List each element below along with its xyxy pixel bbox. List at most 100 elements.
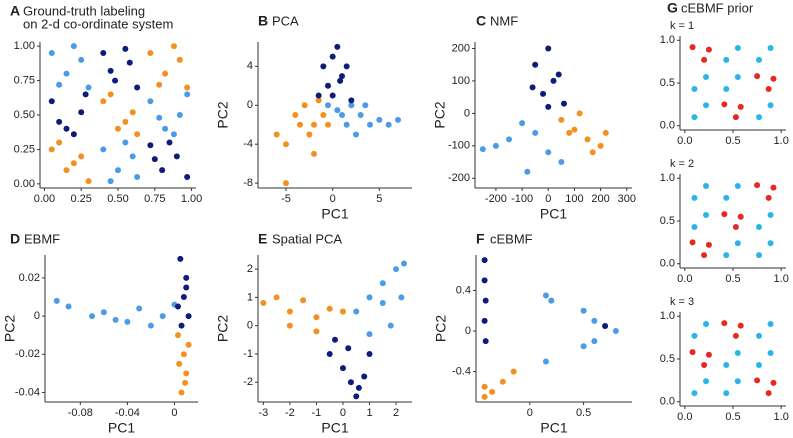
point	[393, 266, 400, 273]
point	[734, 378, 741, 385]
x-axis-label: PC1	[540, 420, 567, 436]
point	[379, 300, 386, 307]
point	[701, 361, 708, 368]
point	[691, 114, 698, 121]
point	[723, 56, 730, 63]
point	[734, 44, 741, 51]
panel-title: cEBMF prior	[681, 0, 754, 15]
point	[151, 156, 158, 163]
x-tick-label: 0.0	[677, 135, 692, 147]
point	[162, 70, 169, 77]
point	[576, 110, 583, 117]
panel-title: EBMF	[24, 231, 60, 246]
x-tick-label: 1.00	[181, 193, 202, 205]
point	[558, 159, 565, 166]
y-tick-label: 1	[247, 291, 253, 303]
point	[297, 121, 303, 128]
point	[156, 114, 163, 121]
y-tick-label: -0.4	[452, 365, 471, 377]
point	[398, 294, 405, 301]
point	[597, 142, 604, 149]
point	[767, 320, 774, 327]
point	[689, 44, 696, 51]
point	[602, 322, 609, 329]
x-axis-label: PC1	[321, 420, 348, 436]
point	[737, 322, 744, 329]
point	[703, 212, 710, 219]
point	[765, 194, 772, 201]
point	[115, 167, 121, 174]
panel-subtitle: k = 1	[670, 20, 694, 32]
y-tick-label: -100	[448, 140, 470, 152]
x-tick-label: -0.08	[68, 407, 93, 419]
point	[100, 50, 107, 57]
point	[166, 139, 173, 146]
panel-title: Spatial PCA	[272, 231, 342, 246]
point	[401, 260, 408, 267]
point	[345, 345, 352, 352]
point	[325, 82, 331, 89]
point	[112, 316, 119, 323]
point	[395, 116, 401, 123]
point	[292, 112, 299, 118]
point	[756, 223, 763, 230]
x-tick-label: 0.75	[144, 193, 165, 205]
point	[82, 91, 89, 98]
point	[159, 167, 166, 174]
point	[325, 121, 331, 128]
point	[701, 56, 708, 63]
y-axis-label: PC2	[2, 315, 18, 342]
point	[366, 350, 373, 357]
point	[115, 125, 121, 132]
point	[542, 358, 549, 365]
y-tick-label: -4	[243, 138, 253, 150]
point	[343, 121, 350, 128]
point	[177, 255, 184, 262]
point	[555, 71, 562, 78]
x-tick-label: 0	[340, 407, 346, 419]
point	[756, 252, 763, 259]
point	[107, 91, 114, 98]
panel-subtitle: k = 3	[670, 296, 694, 308]
point	[519, 120, 526, 127]
x-axis-label: PC1	[321, 206, 348, 222]
point	[85, 178, 92, 185]
x-tick-label: 0.5	[725, 411, 740, 423]
point	[767, 350, 774, 357]
x-tick-label: 0.50	[107, 193, 128, 205]
point	[734, 240, 741, 247]
point	[387, 322, 394, 329]
point	[589, 149, 596, 156]
point	[70, 160, 77, 167]
y-tick-label: 0.4	[456, 284, 471, 296]
x-tick-label: 300	[618, 193, 636, 205]
point	[124, 318, 131, 325]
point	[348, 97, 355, 104]
point	[122, 139, 129, 146]
y-tick-label: 0.50	[14, 109, 35, 121]
x-tick-label: -5	[281, 193, 291, 205]
point	[176, 360, 183, 367]
point	[53, 297, 60, 304]
point	[723, 252, 730, 259]
y-tick-label: 1.0	[660, 310, 675, 322]
point	[705, 46, 712, 53]
point	[532, 129, 539, 136]
point	[334, 43, 341, 50]
y-tick-label: 0.0	[660, 258, 675, 270]
point	[339, 112, 345, 118]
point	[612, 328, 619, 335]
point	[732, 114, 739, 121]
point	[524, 168, 531, 175]
point	[311, 121, 317, 128]
y-axis-label: PC2	[433, 315, 449, 342]
point	[100, 146, 107, 153]
point	[566, 129, 573, 136]
point	[550, 77, 557, 84]
point	[63, 167, 70, 174]
point	[260, 300, 267, 307]
x-axis-label: PC1	[108, 420, 135, 436]
point	[721, 211, 728, 218]
x-tick-label: -2	[285, 407, 295, 419]
point	[689, 349, 696, 356]
